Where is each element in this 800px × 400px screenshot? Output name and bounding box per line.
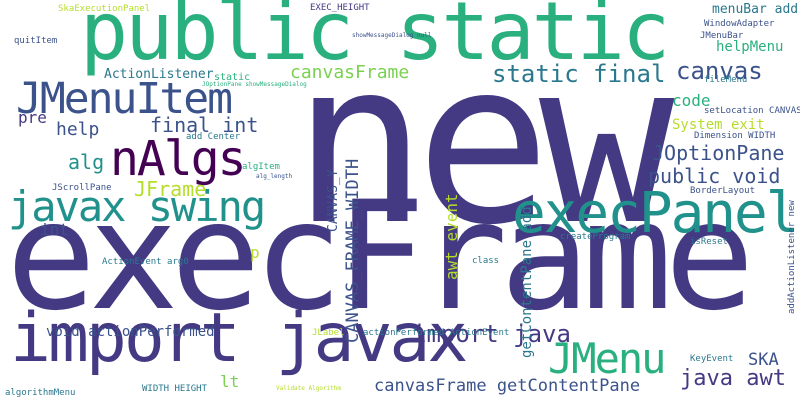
cloud-word: canvasFrame getContentPane (374, 376, 641, 396)
cloud-word: int (40, 220, 69, 239)
cloud-word: System exit (672, 117, 765, 133)
cloud-word: JMenuItem (16, 74, 233, 124)
cloud-word: addActionListener new (787, 200, 797, 314)
cloud-word: help (56, 119, 100, 140)
cloud-word: pre (18, 108, 47, 127)
cloud-word: JMenu (548, 334, 666, 383)
cloud-word: static final (492, 60, 666, 88)
cloud-word: import javax (10, 299, 468, 378)
cloud-word: ActionEvent arg0 (102, 257, 189, 267)
cloud-word: nAlgs (110, 131, 246, 187)
cloud-word: menuBar add (712, 2, 799, 17)
cloud-word: Validate Algorithm (276, 385, 342, 392)
cloud-word: p (250, 243, 260, 262)
cloud-word: execFrame (6, 170, 755, 344)
cloud-word: isReset (690, 237, 728, 247)
cloud-word: SkaExecutionPanel (58, 4, 151, 14)
cloud-word: showMessageDialog null (352, 32, 432, 39)
cloud-word: add Center (186, 132, 241, 142)
cloud-word: lt (220, 372, 240, 391)
cloud-word: fileMenu (704, 75, 748, 85)
cloud-word: execPanel (512, 181, 799, 246)
cloud-word: canvas (676, 57, 763, 85)
cloud-word: awt event (442, 193, 461, 280)
cloud-word: javax swing (8, 182, 266, 231)
cloud-word: public void (648, 164, 781, 188)
cloud-word: BorderLayout (690, 186, 756, 196)
cloud-word: KeyEvent (690, 354, 734, 364)
cloud-word: void actionPerformed (46, 324, 215, 340)
cloud-word: setLocation CANVAS_X (704, 106, 800, 116)
cloud-word: CANVAS_Y (326, 169, 341, 232)
cloud-word: WIDTH HEIGHT (142, 384, 208, 394)
cloud-word: JFrame (134, 177, 207, 201)
cloud-word: getContentPane add (519, 206, 535, 358)
cloud-word: new (292, 13, 674, 275)
cloud-word: code (672, 91, 711, 110)
cloud-word: final int (150, 113, 259, 137)
cloud-word: alg (68, 150, 105, 174)
cloud-word: canvasFrame (290, 62, 410, 83)
cloud-word: algItem (242, 162, 280, 172)
cloud-word: JLabel (312, 328, 345, 338)
cloud-word: createProgram (560, 232, 631, 242)
cloud-word: quitItem (14, 36, 58, 46)
cloud-word: actionPerformed ActionEvent (363, 328, 510, 338)
cloud-word: helpMenu (716, 39, 784, 55)
cloud-word: Dimension WIDTH (694, 131, 776, 141)
cloud-word: class (472, 256, 500, 266)
cloud-word: algorithmMenu (5, 388, 76, 398)
cloud-word: import java (412, 320, 571, 348)
cloud-word: static (214, 72, 251, 83)
cloud-word: alg_length (256, 173, 293, 180)
cloud-word: SKA (748, 350, 779, 370)
cloud-word: ActionListener (104, 67, 214, 82)
cloud-word: WindowAdapter (704, 19, 775, 29)
cloud-word: JOptionPane (652, 141, 785, 165)
cloud-word: CANVAS_FRAME_WIDTH (343, 158, 363, 343)
cloud-word: public static (80, 0, 670, 78)
cloud-word: java awt (680, 366, 786, 391)
cloud-word: JScrollPane (52, 183, 112, 193)
cloud-word: JMenuBar (700, 31, 744, 41)
cloud-word: JOptionPane showMessageDialog (202, 81, 307, 88)
cloud-word: EXEC_HEIGHT (310, 3, 370, 13)
